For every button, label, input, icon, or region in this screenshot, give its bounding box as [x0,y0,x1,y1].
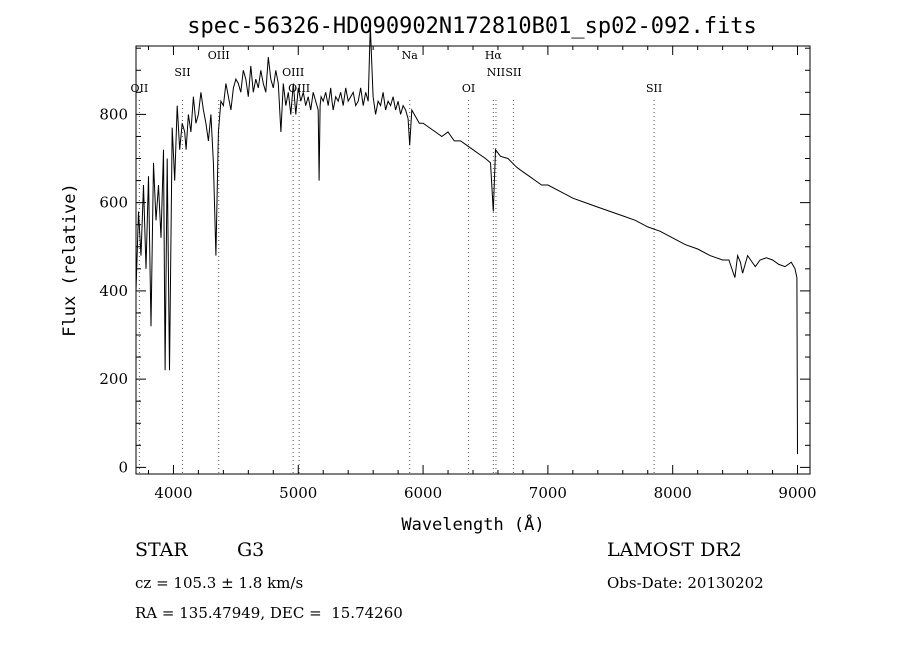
axis-ticks: 4000 5000 6000 7000 8000 9000 0 200 400 600 800 [99,46,817,502]
line-marker-label: NII [487,66,505,79]
y-tick-label: 600 [99,194,128,212]
x-axis-label: Wavelength (Å) [401,513,544,535]
x-tick-label: 5000 [279,484,317,502]
data-release: LAMOST DR2 [607,539,742,561]
object-class: STAR [135,539,188,561]
y-tick-label: 400 [99,282,128,300]
redshift-velocity: cz = 105.3 ± 1.8 km/s [135,574,304,592]
ra-dec-coordinates: RA = 135.47949, DEC = 15.74260 [135,604,403,622]
spectrum-line [135,26,798,455]
line-marker-label: Na [402,49,419,62]
chart-title: spec-56326-HD090902N172810B01_sp02-092.f… [187,14,757,39]
y-tick-label: 200 [99,370,128,388]
object-subclass: G3 [237,539,265,561]
line-marker-label: OI [462,82,475,95]
observation-date: Obs-Date: 20130202 [607,574,764,592]
y-tick-label: 800 [99,105,128,123]
y-axis-label: Flux (relative) [60,183,80,337]
x-tick-label: 6000 [404,484,442,502]
x-tick-label: 4000 [154,484,192,502]
line-marker-label: SII [646,82,662,95]
spectrum-chart: spec-56326-HD090902N172810B01_sp02-092.f… [60,14,817,535]
line-marker-label: OIII [282,66,304,79]
plot-frame [135,45,811,475]
x-tick-label: 9000 [778,484,816,502]
line-marker-label: OIII [208,49,230,62]
line-marker-label: SII [505,66,521,79]
spectrum-series [135,26,798,455]
y-tick-label: 0 [118,458,128,476]
line-marker-label: OII [131,82,149,95]
x-tick-label: 8000 [654,484,692,502]
line-marker-label: SII [174,66,190,79]
x-tick-label: 7000 [529,484,567,502]
line-marker-label: Hα [485,49,503,62]
